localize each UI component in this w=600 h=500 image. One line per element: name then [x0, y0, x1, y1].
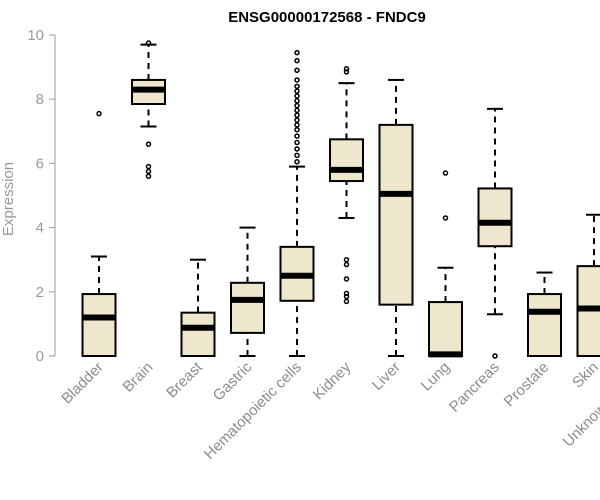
box-skin	[576, 213, 600, 357]
box-iqr	[477, 187, 513, 248]
outlier-point	[343, 65, 350, 72]
outlier-point	[294, 49, 300, 56]
box-brain	[131, 40, 166, 179]
outlier-point	[294, 57, 300, 64]
outlier-point	[294, 139, 300, 146]
outlier-point	[294, 146, 300, 152]
box-iqr	[378, 123, 414, 306]
outlier-point	[343, 256, 350, 263]
y-tick-label-0: 0	[36, 348, 44, 365]
y-axis-ticks: 0 2 4 6 8 10	[27, 27, 55, 365]
outlier-point	[294, 83, 300, 90]
outlier-point	[343, 290, 350, 297]
box-gastric	[230, 226, 265, 357]
x-tick-label-kidney: Kidney	[310, 358, 355, 403]
x-tick-label-bladder: Bladder	[58, 359, 107, 408]
y-tick-label-8: 8	[36, 91, 44, 108]
outlier-point	[145, 168, 152, 175]
box-iqr	[329, 138, 364, 183]
outlier-point	[294, 159, 300, 165]
chart-title: ENSG00000172568 - FNDC9	[228, 9, 426, 26]
box-iqr	[527, 293, 562, 357]
outlier-point	[145, 173, 152, 179]
box-hematopoietic-cells	[279, 49, 315, 357]
outlier-point	[343, 261, 350, 268]
outlier-point	[96, 110, 102, 117]
outlier-point	[492, 353, 498, 359]
y-tick-label-2: 2	[36, 284, 44, 301]
outlier-point	[145, 40, 152, 46]
x-tick-label-liver: Liver	[369, 359, 404, 394]
outlier-point	[442, 170, 449, 176]
outlier-point	[294, 122, 300, 128]
x-tick-label-gastric: Gastric	[210, 358, 256, 404]
outlier-point	[145, 163, 152, 170]
outlier-point	[294, 126, 300, 133]
x-tick-label-skin: Skin	[569, 359, 600, 392]
outlier-point	[145, 141, 152, 147]
outlier-point	[294, 67, 300, 74]
x-tick-label-prostate: Prostate	[501, 359, 553, 411]
outlier-point	[294, 93, 300, 99]
x-tick-label-lung: Lung	[418, 359, 454, 395]
outlier-point	[294, 133, 300, 139]
outlier-point	[343, 276, 350, 282]
box-iqr	[428, 301, 463, 357]
outlier-point	[343, 69, 350, 75]
box-iqr	[230, 281, 265, 334]
outlier-point	[294, 112, 300, 118]
y-tick-label-6: 6	[36, 155, 44, 172]
y-tick-label-4: 4	[36, 220, 44, 237]
x-tick-label-hematopoietic-cells: Hematopoietic cells	[201, 359, 305, 463]
outlier-point	[294, 107, 300, 114]
y-tick-label-10: 10	[27, 27, 44, 44]
outlier-point	[294, 117, 300, 123]
outlier-point	[442, 215, 449, 221]
outlier-point	[343, 298, 350, 305]
box-lung	[428, 170, 463, 358]
box-iqr	[81, 293, 117, 357]
box-iqr	[180, 311, 216, 358]
outlier-point	[343, 293, 350, 300]
x-tick-label-pancreas: Pancreas	[446, 359, 503, 416]
box-kidney	[329, 65, 364, 305]
outlier-point	[294, 77, 300, 83]
x-tick-label-breast: Breast	[163, 358, 206, 401]
box-liver	[378, 78, 414, 357]
box-pancreas	[477, 107, 513, 359]
outlier-point	[294, 102, 300, 109]
y-axis-label: Expression	[0, 162, 17, 236]
outlier-point	[294, 152, 300, 159]
outlier-point	[294, 88, 300, 94]
x-tick-label-brain: Brain	[120, 359, 157, 396]
box-breast	[180, 258, 216, 358]
box-bladder	[81, 110, 117, 357]
box-prostate	[527, 271, 562, 357]
outlier-point	[294, 98, 300, 104]
boxes-group	[81, 40, 600, 359]
